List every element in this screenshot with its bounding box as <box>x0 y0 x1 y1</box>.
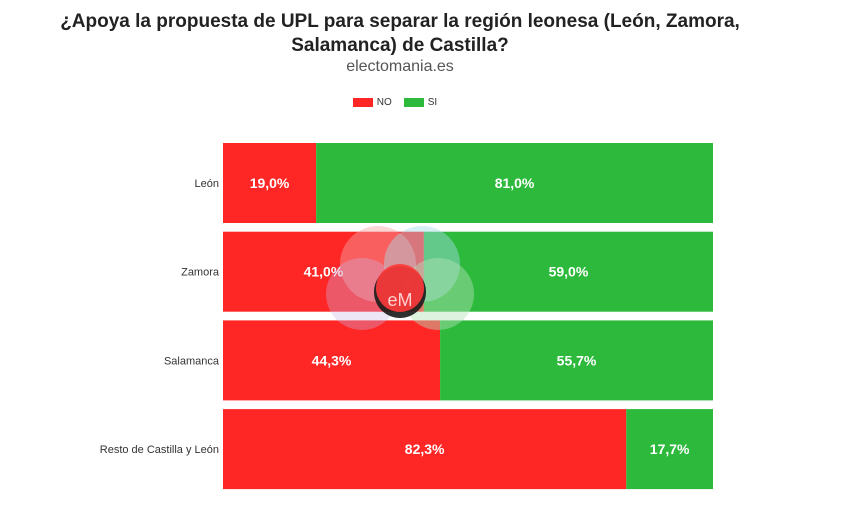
bar-si[interactable] <box>440 320 713 401</box>
legend-item-no[interactable]: NO <box>352 97 392 108</box>
data-label-no: 44,3% <box>312 352 352 368</box>
chart-title-line-1: ¿Apoya la propuesta de UPL para separar … <box>60 11 740 32</box>
legend-item-si[interactable]: SI <box>403 97 438 108</box>
chart-title-line-2: Salamanca) de Castilla? <box>291 35 509 56</box>
category-label: León <box>195 178 219 190</box>
category-label: Resto de Castilla y León <box>100 444 219 456</box>
chart-title: ¿Apoya la propuesta de UPL para separar … <box>0 10 800 58</box>
legend-label-si: SI <box>427 97 438 108</box>
bar-si[interactable] <box>423 231 713 312</box>
bar-no[interactable] <box>223 409 627 490</box>
legend-swatch-no <box>352 98 373 107</box>
bar-no[interactable] <box>223 320 441 401</box>
data-label-si: 17,7% <box>650 441 690 457</box>
category-label: Zamora <box>181 267 220 279</box>
data-label-si: 81,0% <box>495 175 535 191</box>
data-label-no: 41,0% <box>304 264 344 280</box>
category-label: Salamanca <box>164 355 220 367</box>
bar-si[interactable] <box>316 143 713 223</box>
legend-label-no: NO <box>376 97 392 108</box>
bar-no[interactable] <box>223 143 317 223</box>
legend-swatch-si <box>403 98 424 107</box>
data-label-si: 59,0% <box>549 264 589 280</box>
data-label-si: 55,7% <box>557 352 597 368</box>
chart-legend: NO SI <box>0 97 790 108</box>
chart-subtitle: electomania.es <box>346 58 454 75</box>
data-label-no: 82,3% <box>405 441 445 457</box>
bar-si[interactable] <box>626 409 713 490</box>
data-label-no: 19,0% <box>250 175 290 191</box>
